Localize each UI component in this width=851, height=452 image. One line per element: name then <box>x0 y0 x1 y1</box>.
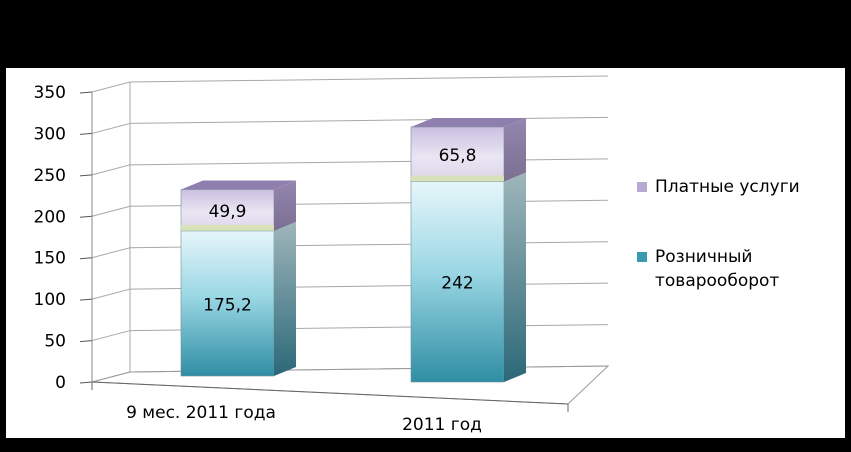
bar-separator <box>181 224 274 231</box>
legend-label: товарооборот <box>655 271 779 291</box>
y-tick-mark <box>79 298 93 301</box>
bar-segment: 49,9 <box>180 180 296 232</box>
y-tick-mark <box>79 132 93 135</box>
legend-swatch <box>637 252 647 262</box>
gridline-side <box>91 81 131 93</box>
y-tick-mark <box>79 91 93 94</box>
y-tick-mark <box>79 381 93 384</box>
data-label: 175,2 <box>203 295 252 315</box>
y-tick-label: 100 <box>34 290 66 310</box>
y-tick-label: 250 <box>34 166 66 186</box>
gridline-side <box>91 164 131 176</box>
bar-front <box>180 189 275 232</box>
legend-item: Платные услуги <box>637 177 800 197</box>
bar-side <box>274 221 296 376</box>
data-label: 242 <box>441 274 473 294</box>
y-tick-label: 300 <box>34 124 66 144</box>
bar-separator <box>411 175 504 182</box>
y-tick-mark <box>79 215 93 218</box>
gridline-side <box>91 247 131 259</box>
bar-segment: 242 <box>410 172 526 383</box>
bar-front <box>410 126 505 182</box>
x-tick-label: 2011 год <box>402 415 482 435</box>
bar-segment: 65,8 <box>410 117 526 182</box>
data-label: 49,9 <box>209 202 247 222</box>
legend-item: Розничный товарооборот <box>637 247 779 291</box>
bar-top <box>411 117 526 127</box>
gridline-side <box>91 122 131 134</box>
bar-segment: 175,2 <box>180 221 296 377</box>
legend-label: Розничный <box>655 247 752 267</box>
y-tick-label: 50 <box>44 332 66 352</box>
y-tick-label: 150 <box>34 249 66 269</box>
gridline-back <box>129 75 609 83</box>
legend-swatch <box>637 182 647 192</box>
gridline-side <box>91 288 131 300</box>
y-tick-mark <box>79 257 93 260</box>
gridline-side <box>91 205 131 217</box>
bar-top <box>181 180 296 190</box>
gridline-back <box>129 158 609 166</box>
gridline-back <box>129 116 609 124</box>
x-tick-label: 9 мес. 2011 года <box>126 403 276 423</box>
bar-front <box>180 230 275 377</box>
y-tick-mark <box>79 174 93 177</box>
data-label: 65,8 <box>439 146 477 166</box>
bar-side <box>504 172 526 382</box>
y-tick-label: 350 <box>34 83 66 103</box>
y-tick-mark <box>79 340 93 343</box>
gridline-side <box>91 330 131 342</box>
bar-side <box>504 117 526 182</box>
legend-label: Платные услуги <box>655 177 800 197</box>
bar-front <box>410 181 505 383</box>
bar-side <box>274 180 296 231</box>
y-tick-label: 200 <box>34 207 66 227</box>
y-tick-label: 0 <box>55 373 66 393</box>
x-axis <box>91 381 569 405</box>
